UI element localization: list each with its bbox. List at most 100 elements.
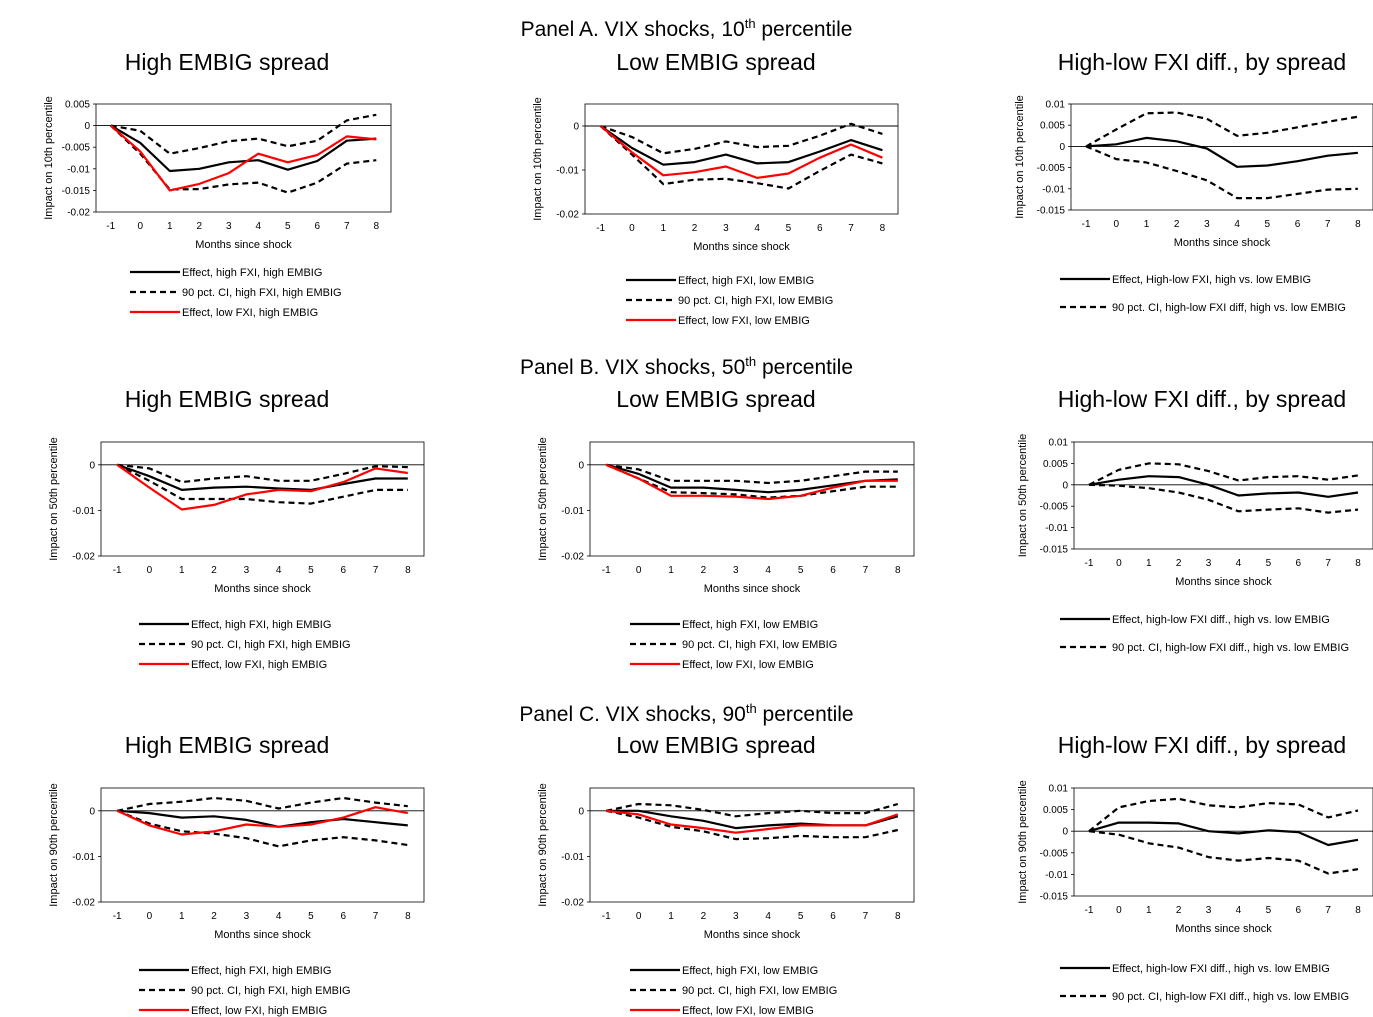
legend-label: Effect, high FXI, low EMBIG [678,275,814,287]
x-axis-label: Months since shock [1175,576,1272,588]
panel-c-title-tail: percentile [756,703,854,726]
y-tick-label: 0.01 [1046,100,1066,111]
legend-label: Effect, high-low FXI diff., high vs. low… [1112,614,1330,626]
y-tick-label: -0.01 [67,164,90,175]
series-line [116,806,408,836]
y-tick-label: -0.02 [556,210,579,221]
x-tick-label: 3 [1204,219,1210,230]
plot-area [584,103,899,215]
x-tick-label: 1 [668,565,674,576]
x-tick-label: 1 [1144,219,1150,230]
y-tick-label: 0.005 [1043,459,1068,470]
y-tick-label: 0.01 [1049,438,1069,449]
x-tick-label: 3 [244,911,250,922]
legend-label: 90 pct. CI, high-low FXI diff, high vs. … [1112,302,1346,314]
y-tick-label: 0 [578,806,584,817]
x-tick-label: -1 [1084,558,1093,569]
y-axis-label: Impact on 10th percentile [1014,95,1026,219]
x-axis-label: Months since shock [214,583,311,595]
y-tick-label: -0.01 [1045,523,1068,534]
x-tick-label: 7 [373,565,379,576]
y-tick-label: 0 [1062,480,1068,491]
x-tick-label: 6 [830,565,836,576]
y-tick-label: -0.01 [72,506,95,517]
x-tick-label: 8 [1355,905,1361,916]
y-axis-label: Impact on 90th percentile [48,783,60,907]
series-line [1085,145,1358,200]
series-line [606,809,899,834]
legend-label: Effect, low FXI, low EMBIG [678,315,810,327]
x-tick-label: 3 [733,565,739,576]
legend-label: 90 pct. CI, high FXI, low EMBIG [682,639,837,651]
x-tick-label: -1 [602,911,611,922]
panel-b-title: Panel B. VIX shocks, 50th percentile [0,350,1373,380]
x-tick-label: 0 [137,221,143,232]
x-tick-label: 5 [285,221,291,232]
x-tick-label: 8 [895,911,901,922]
x-tick-label: 2 [701,911,707,922]
y-axis-label: Impact on 90th percentile [1017,780,1029,904]
series-line [110,124,377,173]
x-axis-label: Months since shock [693,241,790,253]
y-tick-label: -0.01 [1045,870,1068,881]
y-tick-label: 0 [89,460,95,471]
y-axis-label: Impact on 10th percentile [43,96,55,220]
chart-title: High EMBIG spread [124,386,330,412]
x-tick-label: 0 [147,911,153,922]
series-line [116,809,408,848]
x-tick-label: 4 [754,223,760,234]
x-tick-label: 6 [340,911,346,922]
series-line [1088,462,1359,486]
chart-title: Low EMBIG spread [616,386,816,412]
y-axis-label: Impact on 50th percentile [537,437,549,561]
x-tick-label: 7 [373,911,379,922]
x-tick-label: 0 [147,565,153,576]
y-tick-label: 0.01 [1049,784,1069,795]
legend-label: 90 pct. CI, high FXI, low EMBIG [682,985,837,997]
plot-area [1073,787,1373,897]
series-line [1088,475,1359,498]
series-line [605,463,898,499]
series-line [116,463,408,491]
panel-b-title-sup: th [745,354,757,369]
series-line [110,124,377,192]
x-tick-label: 6 [314,221,320,232]
x-tick-label: 4 [276,565,282,576]
x-tick-label: 1 [668,911,674,922]
x-tick-label: 8 [895,565,901,576]
chart-title: High EMBIG spread [124,49,330,75]
x-tick-label: 5 [308,911,314,922]
x-tick-label: 0 [1116,905,1122,916]
series-line [1085,111,1359,148]
series-line [1088,821,1359,847]
x-tick-label: 7 [1325,219,1331,230]
x-tick-label: 5 [798,565,804,576]
chart-title: High-low FXI diff., by spread [1057,49,1347,75]
series-line [605,802,899,818]
x-axis-label: Months since shock [704,583,801,595]
series-line [117,809,408,828]
y-tick-label: 0 [1062,827,1068,838]
x-tick-label: -1 [602,565,611,576]
series-line [116,796,408,812]
series-line [599,125,883,166]
x-tick-label: 1 [1146,905,1152,916]
y-tick-label: -0.015 [1037,206,1066,217]
x-tick-label: 5 [308,565,314,576]
legend-label: 90 pct. CI, high-low FXI diff., high vs.… [1112,991,1349,1003]
x-tick-label: 7 [1325,558,1331,569]
legend-label: Effect, high FXI, high EMBIG [191,619,331,631]
x-tick-label: 4 [276,911,282,922]
x-axis-label: Months since shock [1174,237,1271,249]
x-tick-label: 4 [1234,219,1240,230]
x-tick-label: 6 [830,911,836,922]
x-tick-label: 6 [340,565,346,576]
series-line [116,463,408,505]
x-tick-label: 5 [798,911,804,922]
